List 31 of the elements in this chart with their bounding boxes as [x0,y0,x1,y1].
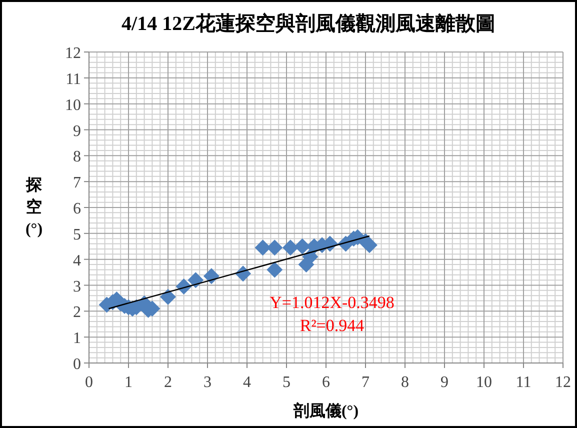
y-tick-label: 3 [73,278,81,296]
y-tick-label: 11 [66,70,81,88]
x-tick-label: 10 [476,374,492,391]
x-tick-label: 1 [124,374,132,391]
x-tick-label: 3 [204,374,212,391]
x-tick-label: 9 [440,374,448,391]
x-tick-label: 0 [85,374,93,391]
y-tick-label: 7 [73,174,81,192]
annotation: R²=0.944 [300,316,365,335]
x-tick-label: 2 [164,374,172,391]
x-tick-label: 7 [362,374,370,391]
y-tick-label: 6 [73,200,81,218]
x-tick-label: 6 [322,374,330,391]
x-tick-label: 11 [516,374,532,391]
x-tick-label: 12 [555,374,571,391]
x-axis-title: 剖風儀(°) [292,402,359,420]
x-tick-label: 8 [401,374,409,391]
chart-title: 4/14 12Z花蓮探空與剖風儀觀測風速離散圖 [122,12,496,35]
y-tick-label: 5 [73,226,81,244]
y-tick-label: 9 [73,122,81,140]
y-axis-title: 探空(°) [25,176,43,238]
annotation: Y=1.012X-0.3498 [270,293,394,312]
y-tick-label: 12 [65,45,81,62]
y-tick-label: 2 [73,304,81,322]
y-tick-label: 4 [73,252,81,270]
y-tick-label: 1 [73,330,81,348]
y-tick-label: 8 [73,148,81,166]
y-tick-label: 0 [73,356,81,373]
y-tick-label: 10 [65,96,81,114]
x-tick-label: 5 [282,374,290,391]
x-tick-label: 4 [243,374,251,391]
